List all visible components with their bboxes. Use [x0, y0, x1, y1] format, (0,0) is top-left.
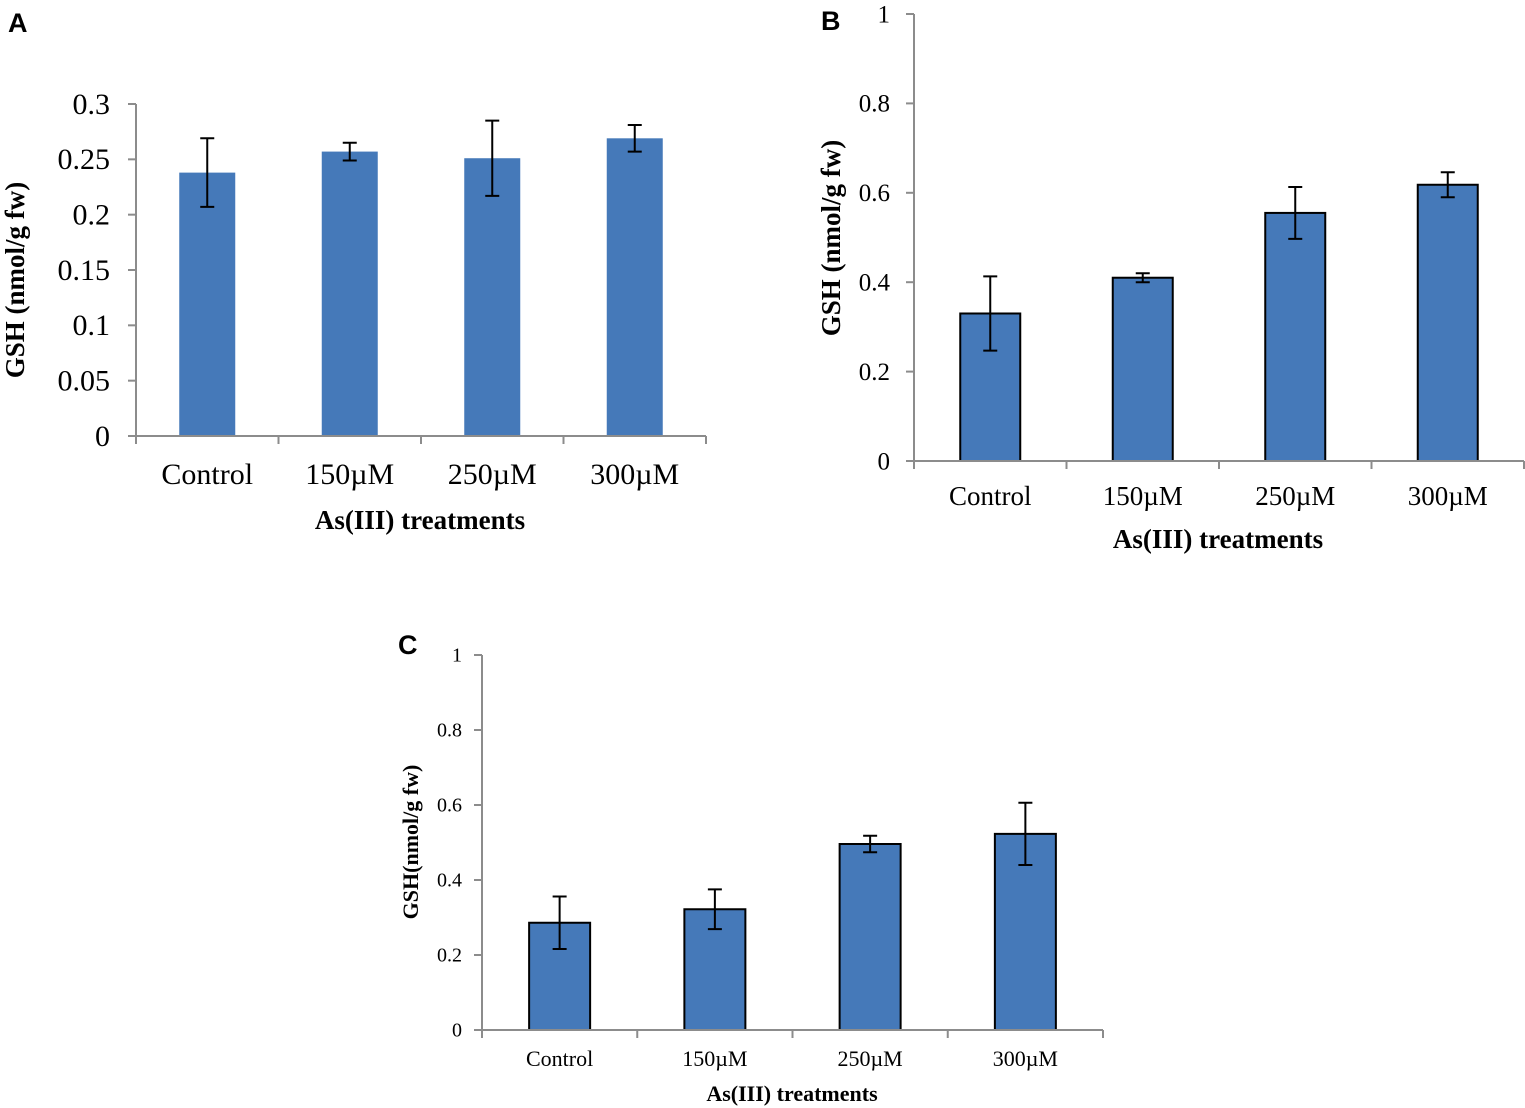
x-tick-label-b: 150µM — [1103, 481, 1183, 511]
x-axis-title-b: As(III) treatments — [1113, 524, 1323, 554]
y-tick-label-a: 0.2 — [73, 199, 111, 232]
y-tick-label-c: 1 — [452, 645, 462, 667]
y-tick-label-a: 0.05 — [58, 365, 111, 398]
x-tick-label-a: 300µM — [590, 458, 679, 491]
error-bar-b-3 — [1288, 185, 1303, 240]
error-bar-c-4 — [1018, 801, 1033, 866]
x-tick-label-b: 300µM — [1408, 481, 1488, 511]
y-tick-label-b: 0 — [878, 448, 891, 475]
bar-a-4 — [606, 138, 663, 436]
bar-b-2 — [1111, 276, 1174, 463]
y-tick-label-a: 0 — [95, 420, 110, 453]
error-bar-a-4 — [627, 124, 642, 153]
bar-a-1 — [179, 172, 236, 436]
panel-label-b: B — [821, 6, 841, 36]
y-tick-label-c: 0.2 — [437, 945, 462, 967]
x-tick-label-a: 250µM — [448, 458, 537, 491]
error-bar-c-3 — [863, 834, 878, 854]
x-tick-label-b: 250µM — [1255, 481, 1335, 511]
panel-label-a: A — [8, 8, 28, 38]
y-tick-label-a: 0.1 — [73, 309, 111, 342]
bar-c-4 — [993, 832, 1057, 1031]
x-tick-label-c: 250µM — [838, 1046, 903, 1071]
bar-c-3 — [838, 843, 902, 1031]
x-tick-label-a: 150µM — [305, 458, 394, 491]
bar-a-3 — [464, 158, 521, 436]
y-tick-label-c: 0 — [452, 1020, 462, 1042]
x-tick-label-c: 150µM — [682, 1046, 747, 1071]
error-bar-a-2 — [342, 141, 357, 162]
y-tick-label-b: 1 — [878, 1, 891, 28]
y-axis-title-a: GSH (nmol/g fw) — [0, 182, 30, 379]
y-axis-title-c: GSH(nmol/g fw) — [398, 765, 423, 920]
x-tick-label-c: 300µM — [993, 1046, 1058, 1071]
x-axis-title-c: As(III) treatments — [706, 1081, 878, 1106]
bar-b-3 — [1264, 211, 1327, 462]
y-tick-label-c: 0.8 — [437, 720, 462, 742]
y-tick-label-b: 0.4 — [859, 269, 891, 296]
y-tick-label-b: 0.6 — [859, 180, 890, 207]
error-bar-b-4 — [1440, 171, 1455, 199]
x-tick-label-a: Control — [161, 458, 253, 491]
y-tick-label-a: 0.3 — [73, 88, 111, 121]
chart-panel-c: C As(III) treatments GSH(nmol/g fw) 0 0.2… — [398, 630, 1104, 1106]
chart-panel-b: B As(III) treatments GSH (nmol/g fw) 0 0.… — [816, 1, 1525, 554]
y-tick-label-a: 0.15 — [58, 254, 111, 287]
panel-label-c: C — [398, 630, 418, 660]
error-bar-c-2 — [707, 888, 722, 931]
error-bar-b-1 — [983, 275, 998, 352]
bar-a-2 — [321, 151, 378, 436]
x-tick-label-b: Control — [949, 481, 1032, 511]
y-tick-label-b: 0.8 — [859, 91, 890, 118]
y-axis-title-b: GSH (nmol/g fw) — [816, 140, 846, 337]
error-bar-a-3 — [485, 119, 500, 197]
chart-panel-a: A As(III) treatments GSH (nmol/g fw) 0 0.… — [0, 8, 707, 535]
error-bar-c-1 — [552, 895, 567, 950]
y-tick-label-c: 0.6 — [437, 795, 462, 817]
bar-b-4 — [1416, 183, 1479, 462]
error-bar-a-1 — [200, 137, 215, 208]
x-tick-label-c: Control — [526, 1046, 593, 1071]
error-bar-b-2 — [1135, 272, 1150, 284]
x-axis-title-a: As(III) treatments — [315, 505, 525, 535]
y-tick-label-a: 0.25 — [58, 143, 111, 176]
y-tick-label-c: 0.4 — [437, 870, 462, 892]
y-tick-label-b: 0.2 — [859, 359, 890, 386]
